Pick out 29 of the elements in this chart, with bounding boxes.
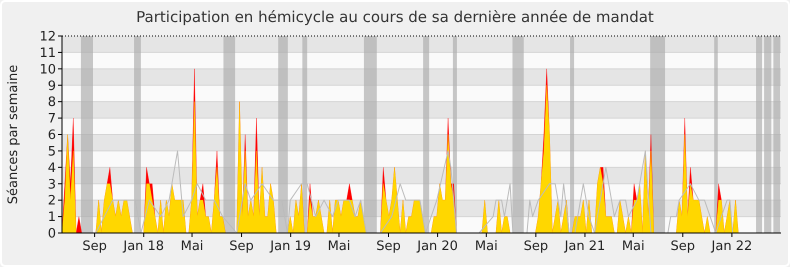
- x-tick-label: Mai: [622, 239, 645, 254]
- y-tick-label: 10: [39, 62, 56, 78]
- y-tick-label: 2: [48, 194, 56, 209]
- y-tick-label: 7: [48, 112, 56, 127]
- x-tick-label: Jan 18: [122, 239, 164, 254]
- y-tick-label: 11: [39, 46, 56, 61]
- x-tick-label: Sep: [670, 239, 696, 254]
- x-tick-label: Sep: [376, 239, 401, 254]
- y-tick-label: 6: [48, 128, 56, 144]
- x-tick-label: Mai: [328, 239, 350, 254]
- x-tick-label: Jan 19: [269, 239, 312, 254]
- y-tick-label: 9: [48, 78, 56, 94]
- y-axis-title: Séances par semaine: [6, 64, 21, 204]
- x-tick-label: Sep: [82, 239, 107, 254]
- x-tick-label: Mai: [180, 239, 204, 254]
- x-tick-label: Jan 21: [564, 239, 606, 254]
- y-tick-label: 12: [39, 30, 56, 45]
- x-tick-label: Sep: [229, 239, 254, 254]
- y-tick-label: 3: [48, 177, 56, 192]
- y-tick-label: 5: [48, 144, 56, 160]
- x-tick-label: Sep: [524, 239, 548, 254]
- y-tick-label: 0: [48, 226, 56, 242]
- y-tick-label: 4: [48, 160, 56, 176]
- y-tick-label: 1: [48, 210, 56, 226]
- x-tick-label: Jan 22: [710, 239, 752, 254]
- chart-title: Participation en hémicycle au cours de sa dernière année de mandat: [136, 8, 654, 26]
- y-tick-label: 8: [48, 95, 56, 110]
- x-tick-label: Jan 20: [416, 239, 458, 254]
- x-tick-label: Mai: [474, 239, 498, 254]
